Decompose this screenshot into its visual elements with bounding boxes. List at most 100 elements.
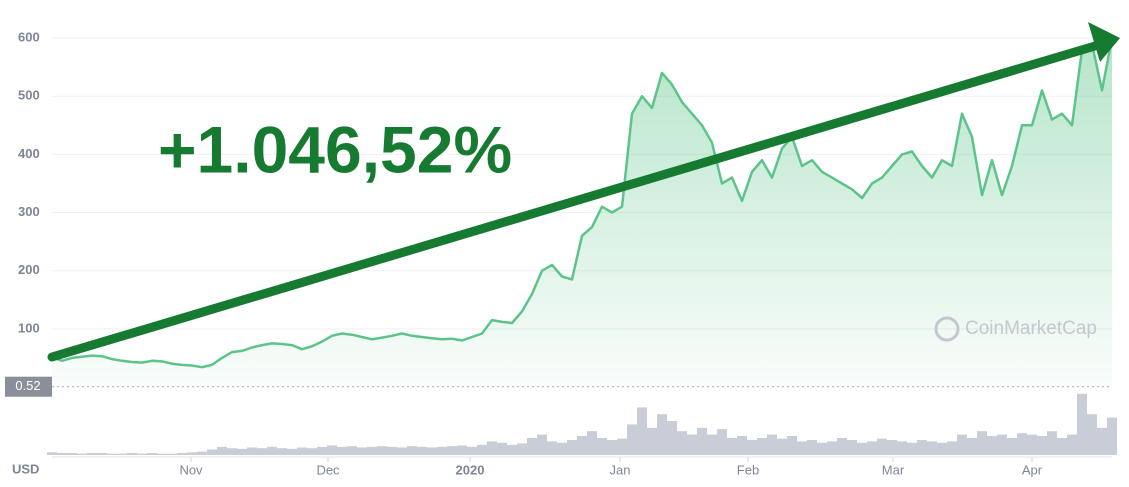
volume-bar <box>407 446 417 455</box>
price-area <box>52 38 1112 387</box>
volume-bar <box>417 446 427 455</box>
volume-bar <box>317 446 327 455</box>
volume-bar <box>907 442 917 455</box>
volume-bar <box>667 421 677 455</box>
volume-bar <box>187 452 197 455</box>
volume-bar <box>887 440 897 455</box>
volume-bar <box>1067 434 1077 455</box>
volume-bar <box>207 449 217 455</box>
volume-bar <box>157 453 167 455</box>
volume-bar <box>727 438 737 455</box>
volume-bar <box>47 452 57 455</box>
y-tick-label: 500 <box>18 88 40 103</box>
volume-bar <box>1037 435 1047 455</box>
volume-bar <box>377 446 387 455</box>
trend-arrow <box>47 22 1120 362</box>
volume-bar <box>117 453 127 455</box>
volume-bar <box>777 438 787 455</box>
volume-bar <box>237 448 247 455</box>
y-tick-label: 100 <box>18 320 40 335</box>
volume-bar <box>687 434 697 455</box>
volume-bar <box>1107 417 1117 455</box>
volume-bar <box>547 441 557 455</box>
volume-bar <box>767 434 777 455</box>
volume-bar <box>1057 438 1067 455</box>
volume-bar <box>337 446 347 455</box>
volume-bar <box>77 453 87 455</box>
volume-bar <box>997 434 1007 455</box>
currency-label: USD <box>12 461 39 476</box>
volume-bar <box>427 447 437 455</box>
volume-bar <box>737 435 747 455</box>
volume-bar <box>897 441 907 455</box>
volume-bar <box>97 452 107 455</box>
volume-bar <box>127 452 137 455</box>
y-tick-label: 600 <box>18 30 40 45</box>
volume-bar <box>677 431 687 455</box>
volume-bar <box>817 442 827 455</box>
volume-bar <box>927 441 937 455</box>
volume-bar <box>227 448 237 455</box>
volume-bar <box>367 446 377 455</box>
volume-bar <box>137 453 147 455</box>
volume-bar <box>617 438 627 455</box>
volume-bar <box>1077 393 1087 455</box>
volume-bar <box>937 442 947 455</box>
volume-bar <box>657 414 667 455</box>
volume-bar <box>627 424 637 455</box>
volume-bar <box>457 445 467 455</box>
volume-bar <box>647 427 657 455</box>
reference-label-bg <box>5 376 52 397</box>
volume-bar <box>1017 433 1027 455</box>
volume-bar <box>1087 414 1097 455</box>
volume-bar <box>147 452 157 455</box>
price-line <box>51 37 1114 369</box>
volume-bar <box>747 440 757 455</box>
volume-bar <box>67 452 77 455</box>
volume-bar <box>587 431 597 455</box>
volume-bar <box>277 448 287 455</box>
volume-bar <box>1007 438 1017 455</box>
x-tick-label: Dec <box>316 462 340 477</box>
annotation: +1.046,52% <box>158 112 512 186</box>
volume-bar <box>707 434 717 455</box>
volume-bar <box>877 438 887 455</box>
volume-bar <box>347 446 357 455</box>
volume-bar <box>867 441 877 455</box>
volume-bar <box>477 444 487 455</box>
watermark-logo <box>934 316 960 342</box>
x-tick-label: Nov <box>179 462 203 477</box>
volume-bar <box>787 435 797 455</box>
volume-bar <box>637 407 647 455</box>
volume-bar <box>597 438 607 455</box>
volume-bar <box>107 453 117 455</box>
y-tick-label: 300 <box>18 204 40 219</box>
volume-bar <box>557 442 567 455</box>
x-tick-label: Apr <box>1022 462 1043 477</box>
volume-bar <box>1027 434 1037 455</box>
volume-bar <box>357 447 367 455</box>
volume-bar <box>1047 431 1057 455</box>
volume-bar <box>387 446 397 455</box>
volume-bar <box>847 440 857 455</box>
volume-bar <box>57 452 67 455</box>
volume-bar <box>567 440 577 455</box>
volume-bar <box>697 427 707 455</box>
volume-bar <box>287 448 297 455</box>
volume-bar <box>537 434 547 455</box>
volume-bar <box>807 440 817 455</box>
volume-bar <box>987 435 997 455</box>
volume-bar <box>437 446 447 455</box>
volume-bar <box>267 446 277 455</box>
volume-bar <box>797 441 807 455</box>
volume-bar <box>917 440 927 455</box>
volume-bar <box>967 438 977 455</box>
x-tick-label: 2020 <box>456 462 485 477</box>
volume-bar <box>217 446 227 455</box>
volume-bar <box>197 451 207 455</box>
watermark: CoinMarketCap <box>965 318 1097 339</box>
volume-bar <box>507 444 517 455</box>
y-tick-label: 200 <box>18 262 40 277</box>
volume-bar <box>757 438 767 455</box>
